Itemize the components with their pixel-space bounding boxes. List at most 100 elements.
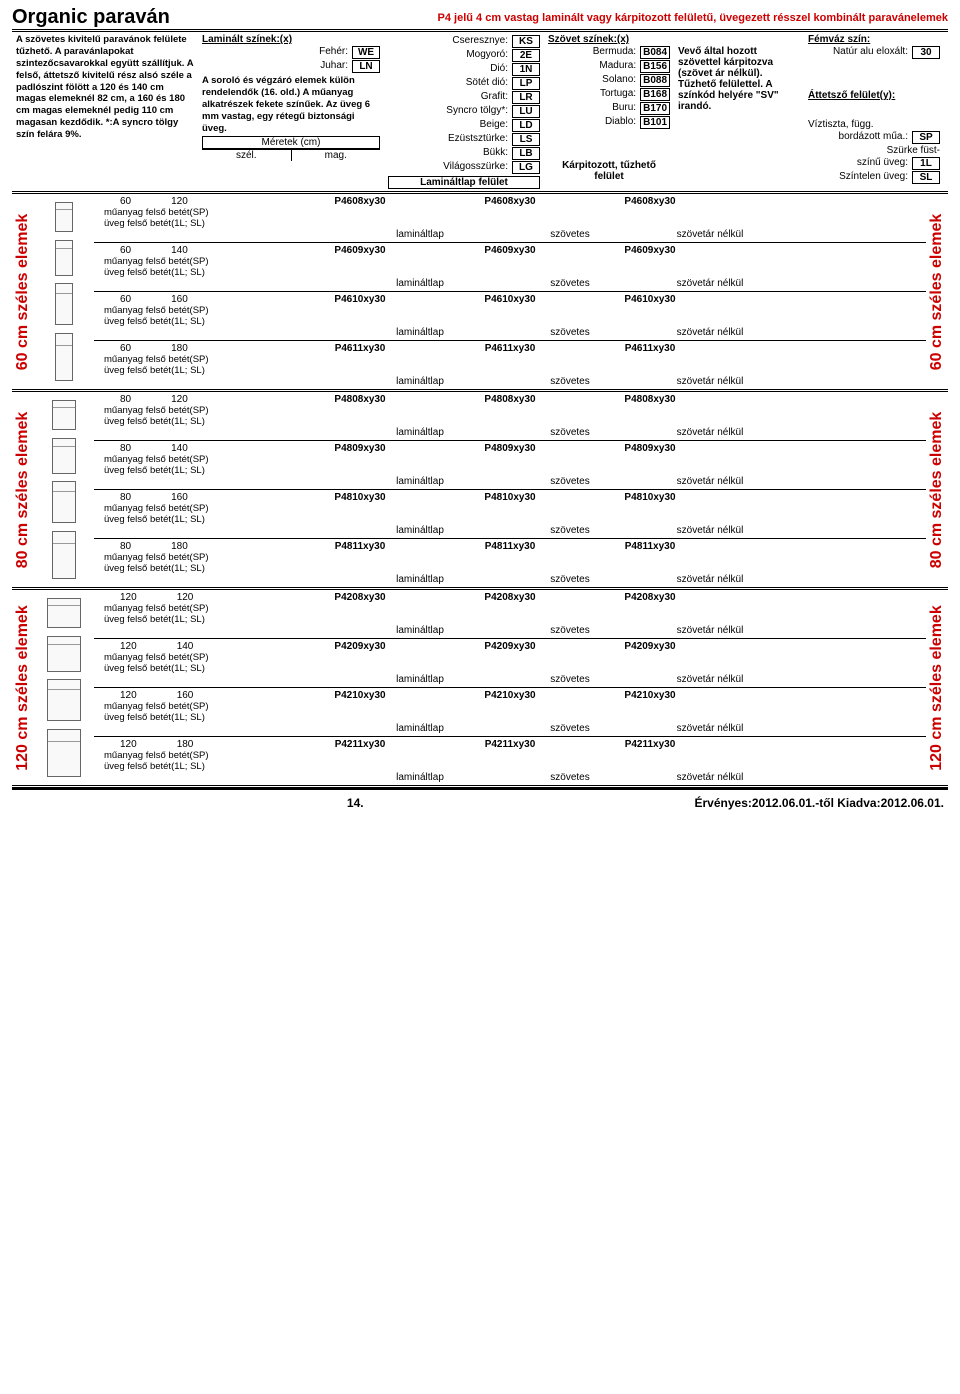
product-code: P4608xy30 [580,196,720,207]
color-label: Juhar: [320,60,348,73]
surface-type: szövetár nélkül [640,229,780,240]
color-code: LR [512,91,540,104]
surface-type: szövetár nélkül [640,476,780,487]
row-sub1: műanyag felső betét(SP) [94,405,926,416]
product-code: P4611xy30 [580,343,720,354]
color-label: Világosszürke: [443,161,508,174]
product-code: P4809xy30 [280,443,440,454]
section-label-right: 120 cm széles elemek [928,605,946,770]
mag-label: mag. [292,150,381,161]
color-label: Grafit: [481,91,508,104]
product-code: P4209xy30 [280,641,440,652]
product-code: P4209xy30 [580,641,720,652]
product-code: P4610xy30 [440,294,580,305]
row-sub2: üveg felső betét(1L; SL) [94,316,926,327]
product-code: P4811xy30 [280,541,440,552]
row-sub1: műanyag felső betét(SP) [94,256,926,267]
dim-width: 80 [120,541,131,552]
surface-type: lamináltlap [340,427,500,438]
color-code: B168 [640,88,670,101]
color-code: B088 [640,74,670,87]
color-code: 1N [512,63,540,76]
dim-height: 120 [171,394,188,405]
dim-height: 140 [171,443,188,454]
surface-type: lamináltlap [340,574,500,585]
panel-icon [52,531,76,579]
product-code: P4808xy30 [280,394,440,405]
dim-height: 120 [171,196,188,207]
femvaz-header: Fémváz szín: [808,34,940,45]
dim-width: 120 [120,690,137,701]
laminalt-note: A soroló és végzáró elemek külön rendele… [202,75,380,134]
color-code: LU [512,105,540,118]
color-label: Madura: [599,60,636,73]
product-code: P4609xy30 [280,245,440,256]
color-code: B101 [640,116,670,129]
validity: Érvényes:2012.06.01.-től Kiadva:2012.06.… [695,796,945,810]
color-label: Dió: [490,63,508,76]
natur-code: 30 [912,46,940,59]
row-sub1: műanyag felső betét(SP) [94,305,926,316]
dim-width: 120 [120,641,137,652]
color-label: Solano: [602,74,636,87]
product-code: P4810xy30 [440,492,580,503]
row-sub2: üveg felső betét(1L; SL) [94,465,926,476]
surface-type: lamináltlap [340,229,500,240]
product-code: P4611xy30 [280,343,440,354]
viztiszta-label: Víztiszta, függ. [808,119,940,130]
color-code: B156 [640,60,670,73]
dim-height: 160 [171,492,188,503]
dim-width: 120 [120,592,137,603]
color-label: Buru: [612,102,636,115]
color-code: B084 [640,46,670,59]
panel-icon [55,240,73,276]
szinu-label: színű üveg: [857,157,908,170]
product-code: P4609xy30 [580,245,720,256]
surface-type: szövetes [500,574,640,585]
surface-type: szövetár nélkül [640,625,780,636]
surface-type: lamináltlap [340,476,500,487]
dim-height: 180 [177,739,194,750]
product-code: P4810xy30 [580,492,720,503]
surface-type: szövetes [500,723,640,734]
row-sub1: műanyag felső betét(SP) [94,354,926,365]
row-sub1: műanyag felső betét(SP) [94,701,926,712]
product-code: P4209xy30 [440,641,580,652]
surface-type: lamináltlap [340,278,500,289]
section-label-right: 60 cm széles elemek [928,213,946,370]
bordazott-code: SP [912,131,940,144]
surface-type: lamináltlap [340,525,500,536]
surface-type: lamináltlap [340,723,500,734]
section-label-right: 80 cm széles elemek [928,411,946,568]
panel-icon [52,400,76,430]
row-sub2: üveg felső betét(1L; SL) [94,514,926,525]
laminalt-header: Laminált színek:(x) [202,34,380,45]
lamfel-label: Lamináltlap felület [388,176,540,189]
color-label: Tortuga: [600,88,636,101]
product-code: P4210xy30 [280,690,440,701]
product-code: P4808xy30 [440,394,580,405]
left-note: A szövetes kivitelű paravánok felülete t… [16,34,194,141]
row-sub1: műanyag felső betét(SP) [94,750,926,761]
row-sub1: műanyag felső betét(SP) [94,207,926,218]
page-title: Organic paraván [12,6,178,29]
row-sub2: üveg felső betét(1L; SL) [94,614,926,625]
surface-type: lamináltlap [340,772,500,783]
product-code: P4609xy30 [440,245,580,256]
dim-height: 120 [177,592,194,603]
surface-type: szövetes [500,476,640,487]
row-sub2: üveg felső betét(1L; SL) [94,663,926,674]
color-code: LP [512,77,540,90]
surface-type: szövetár nélkül [640,574,780,585]
color-label: Sötét dió: [466,77,508,90]
row-sub2: üveg felső betét(1L; SL) [94,563,926,574]
color-label: Fehér: [319,46,348,59]
surface-type: szövetár nélkül [640,674,780,685]
color-label: Bermuda: [593,46,636,59]
color-label: Mogyoró: [466,49,508,62]
product-code: P4809xy30 [440,443,580,454]
product-code: P4810xy30 [280,492,440,503]
surface-type: szövetes [500,625,640,636]
surface-type: szövetár nélkül [640,525,780,536]
vevo-note: Vevő által hozott szövettel kárpitozva (… [678,46,800,112]
